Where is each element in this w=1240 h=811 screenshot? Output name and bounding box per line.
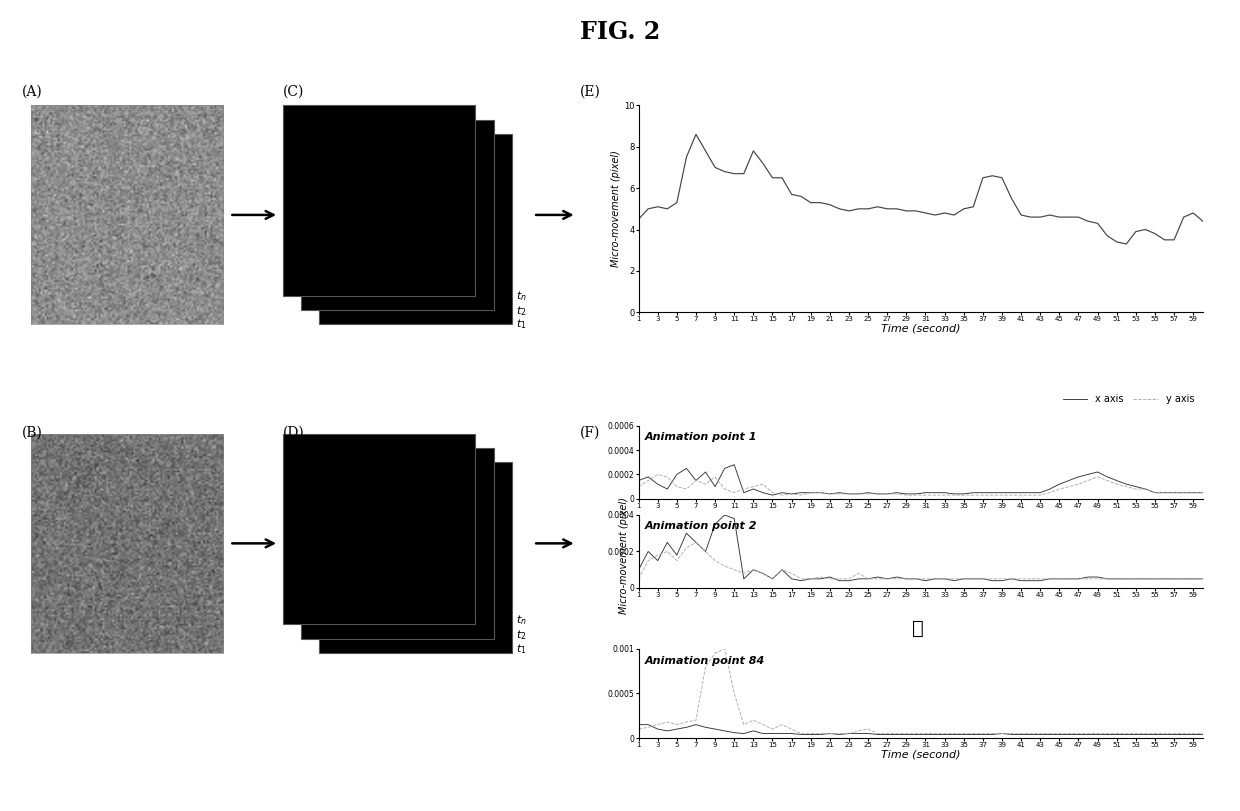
x axis	[842, 489, 857, 499]
x axis	[794, 487, 808, 497]
Bar	[301, 120, 494, 310]
Text: Animation point 84: Animation point 84	[645, 656, 765, 666]
x axis	[765, 490, 780, 500]
Line: y axis: y axis	[639, 474, 1203, 495]
Text: (A): (A)	[22, 85, 43, 99]
Text: $t_n$: $t_n$	[516, 613, 527, 628]
Text: ⋮: ⋮	[911, 620, 924, 637]
y axis	[775, 490, 790, 500]
y axis	[832, 489, 847, 499]
y axis	[1195, 487, 1210, 497]
Y-axis label: Micro-movement (pixel): Micro-movement (pixel)	[611, 150, 621, 268]
Text: (B): (B)	[22, 426, 43, 440]
Bar	[320, 462, 512, 653]
y axis	[794, 490, 808, 500]
x axis	[631, 475, 646, 485]
Text: (C): (C)	[283, 85, 304, 99]
x axis	[737, 487, 751, 497]
y axis	[1004, 490, 1019, 500]
Text: $t_2$: $t_2$	[516, 303, 526, 318]
Bar	[320, 134, 512, 324]
Legend: x axis, y axis: x axis, y axis	[1059, 390, 1198, 408]
Text: $t_n$: $t_n$	[516, 289, 527, 303]
x axis	[1004, 487, 1019, 497]
Bar	[283, 105, 475, 296]
Text: $t_2$: $t_2$	[516, 628, 526, 642]
y axis	[842, 489, 857, 499]
Text: $t_1$: $t_1$	[516, 317, 527, 332]
x axis	[1195, 487, 1210, 497]
y axis	[813, 487, 828, 497]
Text: Animation point 2: Animation point 2	[645, 521, 756, 531]
Text: (E): (E)	[580, 85, 601, 99]
Text: $t_1$: $t_1$	[516, 642, 527, 656]
Text: Animation point 1: Animation point 1	[645, 431, 756, 442]
Bar	[301, 448, 494, 638]
Text: Micro-movement (pixel): Micro-movement (pixel)	[619, 497, 629, 614]
x axis	[727, 460, 742, 470]
y axis	[737, 484, 751, 494]
x axis	[813, 487, 828, 497]
Text: FIG. 2: FIG. 2	[580, 20, 660, 45]
Bar	[283, 434, 475, 624]
y axis	[650, 470, 665, 479]
y axis	[631, 482, 646, 491]
Text: (D): (D)	[283, 426, 305, 440]
Text: (F): (F)	[580, 426, 600, 440]
Line: x axis: x axis	[639, 465, 1203, 495]
x axis	[832, 487, 847, 497]
X-axis label: Time (second): Time (second)	[880, 324, 961, 334]
X-axis label: Time (second): Time (second)	[880, 749, 961, 760]
